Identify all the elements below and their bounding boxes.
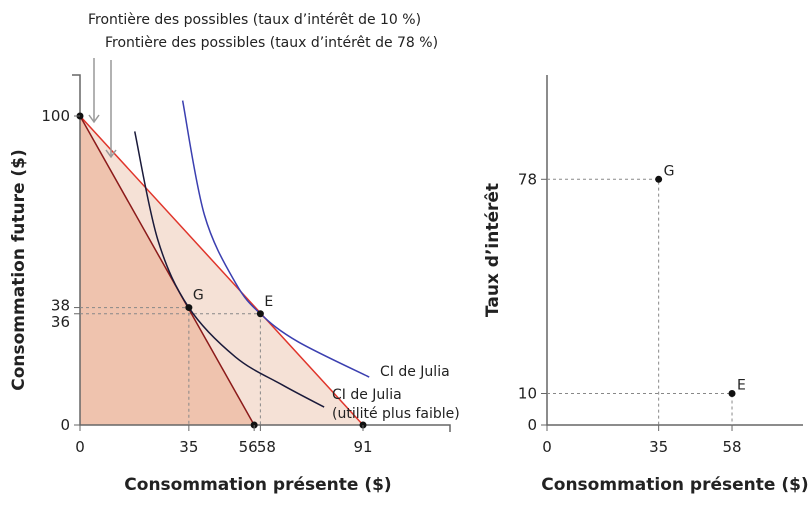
right-x-axis-label: Consommation présente ($) bbox=[541, 475, 808, 495]
x-tick-label-58: 58 bbox=[257, 438, 276, 456]
y-tick-label-38: 38 bbox=[51, 297, 70, 315]
x-tick-label-0: 0 bbox=[542, 438, 552, 456]
y-tick-label-10: 10 bbox=[518, 385, 537, 403]
y-tick-label-36: 36 bbox=[51, 313, 70, 331]
right-axes bbox=[546, 75, 803, 426]
point-label-G: G bbox=[193, 288, 204, 304]
point-label-E: E bbox=[737, 378, 746, 394]
frontier-10-line bbox=[79, 115, 364, 426]
frontier-78-line bbox=[79, 115, 255, 426]
ic-low-curve bbox=[134, 131, 325, 408]
annotation-frontier-78: Frontière des possibles (taux d’intérêt … bbox=[105, 35, 438, 51]
x-tick-label-58: 58 bbox=[722, 438, 741, 456]
point-E bbox=[728, 390, 736, 397]
annotation-ic-high: CI de Julia bbox=[380, 364, 450, 380]
y-tick-label-0: 0 bbox=[60, 416, 70, 434]
left-y-axis-label: Consommation future ($) bbox=[9, 149, 29, 391]
right-y-axis-label: Taux d’intérêt bbox=[483, 183, 503, 317]
x-tick-label-35: 35 bbox=[179, 438, 198, 456]
y-tick-label-78: 78 bbox=[518, 170, 537, 188]
guide-line-E bbox=[547, 393, 733, 425]
annotation-frontier-10: Frontière des possibles (taux d’intérêt … bbox=[88, 12, 421, 28]
x-tick-label-35: 35 bbox=[649, 438, 668, 456]
y-tick-label-100: 100 bbox=[41, 107, 70, 125]
x-tick-label-91: 91 bbox=[353, 438, 372, 456]
annotation-arrow-2 bbox=[105, 60, 117, 159]
guide-line-G bbox=[547, 178, 660, 425]
point-E bbox=[256, 310, 264, 318]
x-tick-label-0: 0 bbox=[75, 438, 85, 456]
point-label-G: G bbox=[664, 163, 675, 179]
point-G bbox=[655, 175, 663, 183]
y-tick-label-0: 0 bbox=[527, 416, 537, 434]
ic-high-curve bbox=[181, 100, 370, 378]
annotation-arrow-1 bbox=[88, 58, 100, 124]
point-label-E: E bbox=[264, 294, 273, 310]
point-G bbox=[185, 304, 193, 312]
left-x-axis-label: Consommation présente ($) bbox=[124, 475, 391, 495]
x-tick-label-56: 56 bbox=[239, 438, 258, 456]
annotation-ic-low-line2: (utilité plus faible) bbox=[332, 406, 460, 422]
annotation-ic-low-line1: CI de Julia bbox=[332, 387, 402, 403]
